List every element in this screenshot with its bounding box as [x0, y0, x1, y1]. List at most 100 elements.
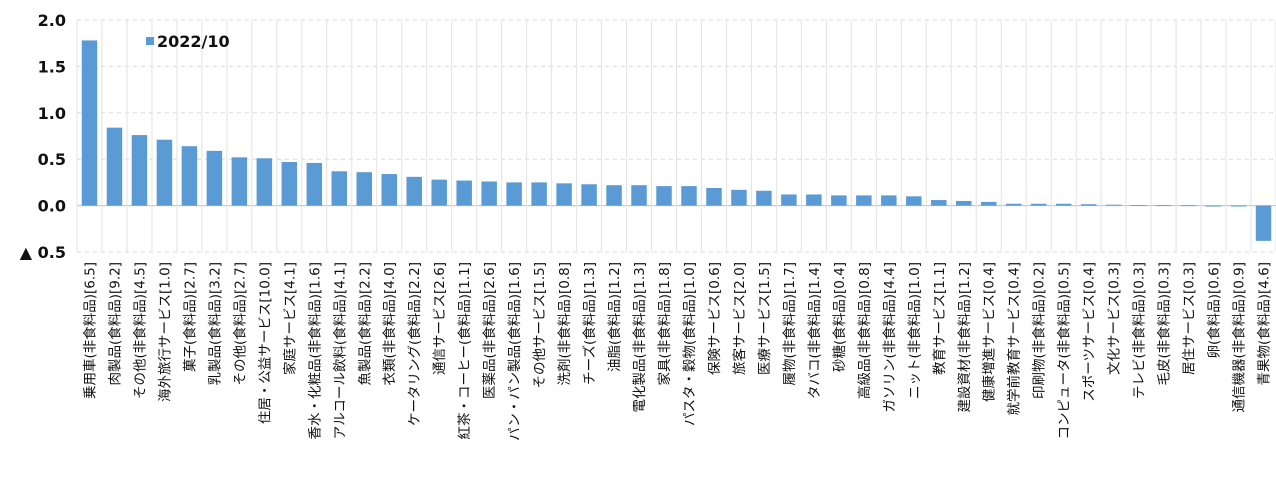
x-tick-label: 魚製品(食料品)[2.2] [356, 262, 373, 386]
x-tick-label: ケータリング(食料品)[2.2] [406, 262, 423, 426]
x-tick-label: 乳製品(食料品)[3.2] [206, 262, 223, 386]
x-tick-label: ガソリン(非食料品)[4.4] [881, 262, 898, 413]
bar [1005, 203, 1022, 206]
y-tick-label: 0.5 [38, 150, 66, 169]
bar [481, 181, 497, 206]
x-tick-label: タバコ(非食料品)[1.4] [806, 262, 823, 399]
bar [1155, 205, 1172, 206]
x-tick-label: 文化サービス[0.3] [1107, 262, 1123, 375]
bar [681, 186, 697, 206]
bar [1105, 204, 1122, 206]
bar [781, 194, 797, 206]
x-tick-label: テレビ(非食料品)[0.3] [1131, 262, 1148, 399]
x-tick-label: 通信サービス[2.6] [432, 262, 448, 375]
x-tick-label: 青果物(食料品)[4.6] [1256, 262, 1273, 386]
bar [656, 186, 672, 206]
bar [931, 200, 947, 206]
bar [1030, 203, 1047, 206]
bar [356, 172, 373, 206]
legend-swatch [146, 37, 154, 45]
x-tick-label: ニット(非食料品)[1.0] [906, 262, 923, 399]
bar [306, 162, 323, 206]
legend: 2022/10 [146, 32, 230, 51]
x-tick-label: 通信機器(非食料品)[0.9] [1231, 262, 1248, 413]
bar [206, 150, 223, 206]
bar [106, 127, 123, 206]
bar [131, 135, 148, 206]
y-axis-tick-labels: 2.0 1.5 1.0 0.5 0.0 ▲ 0.5 [20, 11, 66, 262]
bar [1205, 205, 1222, 207]
x-tick-label: 紅茶・コーヒー(食料品)[1.1] [456, 262, 473, 440]
grid-lines [76, 19, 1276, 253]
bar [406, 176, 422, 206]
x-tick-label: スポーツサービス[0.4] [1082, 262, 1098, 402]
bar [1180, 205, 1197, 207]
x-tick-label: 居住サービス[0.3] [1182, 262, 1198, 375]
x-tick-label: その他(非食料品)[4.5] [131, 262, 148, 399]
x-tick-label: 印刷物(非食料品)[0.2] [1031, 262, 1048, 399]
x-tick-label: 洗剤(非食料品)[0.8] [556, 262, 573, 386]
bar [881, 195, 897, 206]
bar [1255, 205, 1272, 241]
bar [256, 158, 273, 206]
x-tick-label: パン・パン製品(食料品)[1.6] [506, 262, 523, 441]
y-tick-label: 1.0 [38, 104, 66, 123]
x-tick-label: 医薬品(非食料品)[2.6] [481, 262, 498, 399]
bar [431, 179, 447, 206]
x-tick-label: 油脂(食料品)[1.2] [606, 262, 623, 372]
bar [331, 171, 348, 206]
x-tick-label: 健康増進サービス[0.4] [981, 262, 998, 402]
bars [81, 40, 1272, 241]
x-tick-label: 就学前教育サービス[0.4] [1006, 262, 1023, 416]
bar [831, 195, 847, 206]
x-tick-label: 砂糖(食料品)[0.4] [831, 262, 848, 372]
bar [1130, 205, 1147, 206]
bar [956, 200, 972, 206]
x-tick-label: チーズ(食料品)[1.3] [581, 262, 598, 385]
bar [231, 157, 248, 206]
bar [981, 201, 997, 206]
bar [181, 146, 198, 206]
x-tick-label: その他(食料品)[2.7] [231, 262, 248, 386]
bar [581, 184, 597, 206]
legend-label: 2022/10 [157, 32, 230, 51]
y-tick-label: ▲ 0.5 [20, 243, 66, 262]
x-tick-label: 家具(非食料品)[1.8] [656, 262, 673, 386]
x-tick-label: 住居・公益サービス[10.0] [257, 262, 273, 424]
x-tick-label: 高級品(非食料品)[0.8] [856, 262, 873, 399]
x-tick-label: パスタ・穀物(食料品)[1.0] [681, 262, 698, 426]
x-axis-tick-labels: 乗用車(非食料品)[6.5] 肉製品(食料品)[9.2] その他(非食料品)[4.5… [81, 262, 1272, 441]
bar [556, 183, 572, 206]
bar [756, 190, 772, 206]
x-tick-label: 卵(食料品)[0.6] [1206, 262, 1223, 359]
bar [281, 161, 298, 206]
x-tick-label: 旅客サービス[2.0] [731, 262, 748, 375]
x-tick-label: 建設資材(非食料品)[1.2] [956, 262, 973, 413]
bar [631, 185, 647, 206]
bar [531, 182, 547, 206]
bar [906, 196, 922, 206]
x-tick-label: 菓子(食料品)[2.7] [181, 262, 198, 372]
bar [1230, 205, 1247, 207]
bar [706, 187, 722, 206]
bar [506, 182, 522, 206]
bar [806, 194, 822, 206]
x-tick-label: 家庭サービス[4.1] [281, 262, 298, 375]
x-tick-label: 電化製品(非食料品)[1.3] [631, 262, 648, 413]
y-tick-label: 2.0 [38, 11, 66, 30]
x-tick-label: 毛皮(非食料品)[0.3] [1156, 262, 1173, 386]
bar [731, 189, 747, 206]
x-tick-label: その他サービス[1.5] [532, 262, 548, 389]
x-tick-label: 香水・化粧品(非食料品)[1.6] [306, 262, 323, 440]
bar [156, 139, 173, 206]
bar [81, 40, 98, 206]
bar [456, 180, 472, 206]
x-tick-label: 衣類(非食料品)[4.0] [381, 262, 398, 386]
x-tick-label: 医療サービス[1.5] [756, 262, 773, 375]
y-tick-label: 1.5 [38, 57, 66, 76]
bar [856, 195, 872, 206]
x-tick-label: 履物(非食料品)[1.7] [781, 262, 798, 386]
x-tick-label: 保険サービス[0.6] [707, 262, 723, 375]
bar [1080, 204, 1097, 206]
